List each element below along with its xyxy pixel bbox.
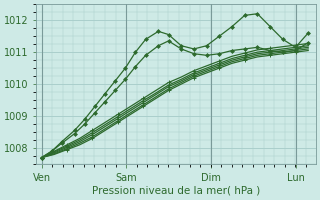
X-axis label: Pression niveau de la mer( hPa ): Pression niveau de la mer( hPa ): [92, 186, 260, 196]
